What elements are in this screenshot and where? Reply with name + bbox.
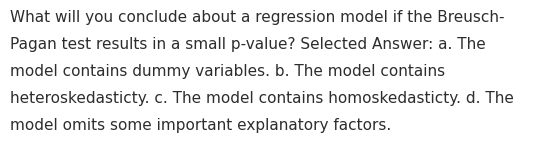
Text: Pagan test results in a small p-value? Selected Answer: a. The: Pagan test results in a small p-value? S… [10,37,486,52]
Text: heteroskedasticty. c. The model contains homoskedasticty. d. The: heteroskedasticty. c. The model contains… [10,91,514,106]
Text: model contains dummy variables. b. The model contains: model contains dummy variables. b. The m… [10,64,445,79]
Text: What will you conclude about a regression model if the Breusch-: What will you conclude about a regressio… [10,10,504,25]
Text: model omits some important explanatory factors.: model omits some important explanatory f… [10,118,391,133]
